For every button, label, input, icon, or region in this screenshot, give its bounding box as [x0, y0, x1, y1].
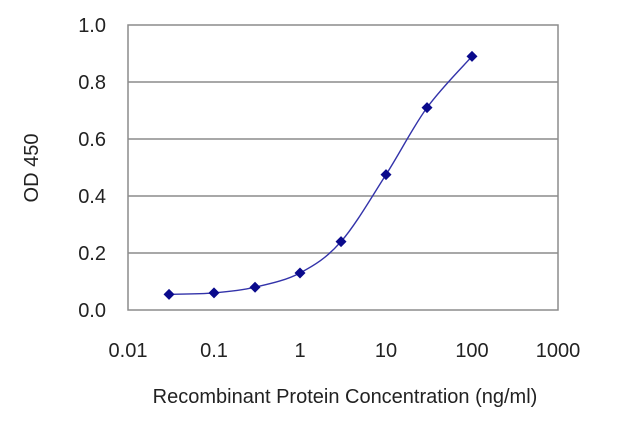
data-point [249, 281, 261, 293]
data-point [335, 236, 347, 248]
x-tick-label: 0.1 [200, 340, 228, 362]
y-tick-label: 0.8 [78, 72, 106, 94]
x-tick-label: 0.01 [109, 340, 148, 362]
grid-lines [128, 81, 558, 254]
y-tick-label: 0.2 [78, 243, 106, 265]
y-tick-label: 0.6 [78, 129, 106, 151]
x-tick-label: 1 [294, 340, 305, 362]
data-points [163, 50, 478, 300]
y-tick-label: 0.0 [78, 300, 106, 322]
data-point [163, 288, 175, 300]
series-curve [169, 55, 473, 296]
data-point [208, 287, 220, 299]
x-tick-label: 10 [375, 340, 397, 362]
y-axis-title: OD 450 [21, 134, 43, 203]
x-tick-label: 100 [455, 340, 488, 362]
x-axis-ticks: 0.01 0.1 1 10 100 1000 [109, 340, 581, 362]
y-tick-label: 1.0 [78, 15, 106, 37]
y-axis-ticks: 0.0 0.2 0.4 0.6 0.8 1.0 [78, 15, 106, 322]
x-tick-label: 1000 [536, 340, 581, 362]
data-point [421, 102, 433, 114]
data-point [294, 267, 306, 279]
x-axis-title: Recombinant Protein Concentration (ng/ml… [153, 386, 538, 408]
data-point [380, 169, 392, 181]
y-tick-label: 0.4 [78, 186, 106, 208]
plot-frame [127, 24, 559, 311]
data-point [466, 50, 478, 62]
